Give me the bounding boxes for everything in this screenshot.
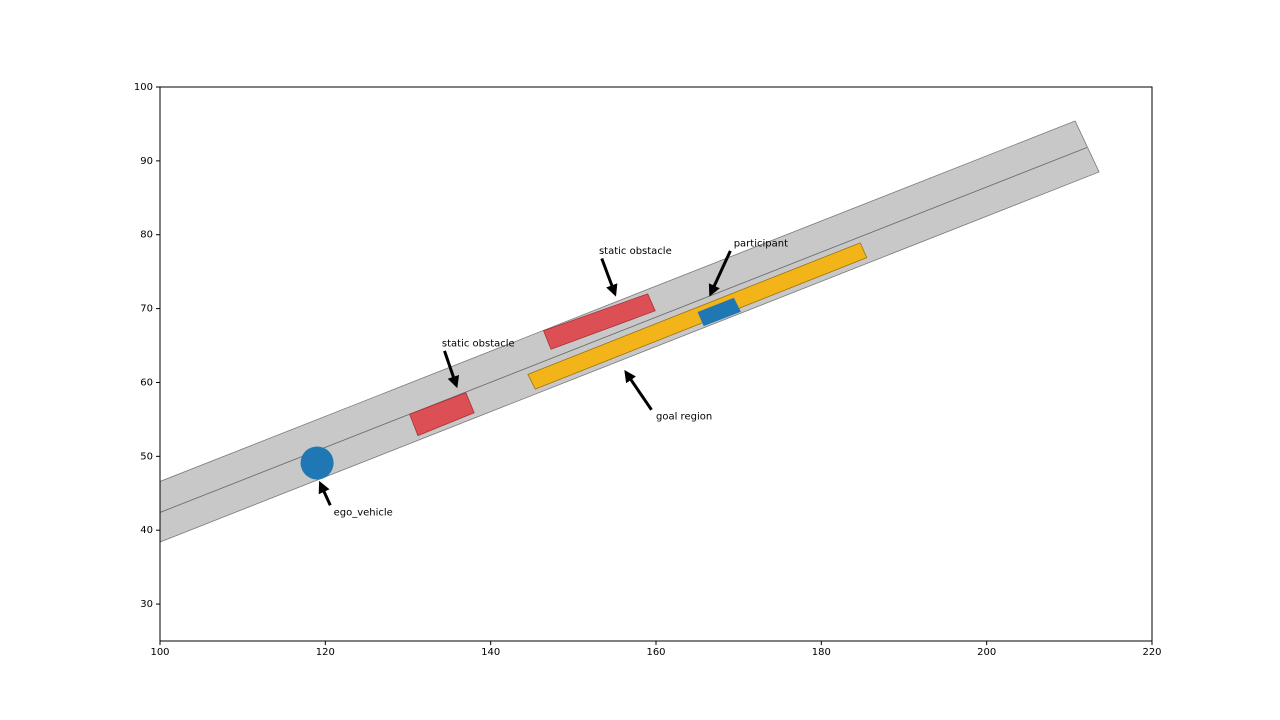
lane-divider [160,147,1087,513]
goal-region [527,242,868,390]
x-tick-label: 120 [316,647,335,658]
annotation-arrow [318,480,332,506]
static-obstacle [543,293,656,350]
annotation-label: ego_vehicle [334,507,393,518]
y-tick-label: 30 [140,599,153,610]
y-tick-label: 70 [140,304,153,315]
plot-area [160,120,1100,543]
participant [697,297,741,327]
road [160,120,1100,543]
annotation-label: static obstacle [442,338,515,349]
annotations: static obstacle static obstacle participan… [318,239,788,518]
static-obstacle [409,392,475,437]
y-tick-label: 50 [140,451,153,462]
y-tick-label: 90 [140,156,153,167]
x-tick-label: 220 [1142,647,1161,658]
ego-vehicle [300,446,334,480]
annotation-arrow [708,250,732,297]
x-tick-label: 160 [646,647,665,658]
y-tick-label: 60 [140,377,153,388]
x-tick-label: 140 [481,647,500,658]
y-tick-label: 80 [140,230,153,241]
annotation-arrow [443,350,460,389]
x-tick-label: 200 [977,647,996,658]
annotation-arrow [600,257,618,297]
x-tick-label: 100 [150,647,169,658]
y-tick-label: 40 [140,525,153,536]
annotation-label: static obstacle [599,246,672,257]
annotation-label: goal region [656,411,712,422]
x-tick-label: 180 [812,647,831,658]
annotation-label: participant [734,239,788,250]
y-tick-label: 100 [134,82,153,93]
annotation-arrow [624,369,653,411]
